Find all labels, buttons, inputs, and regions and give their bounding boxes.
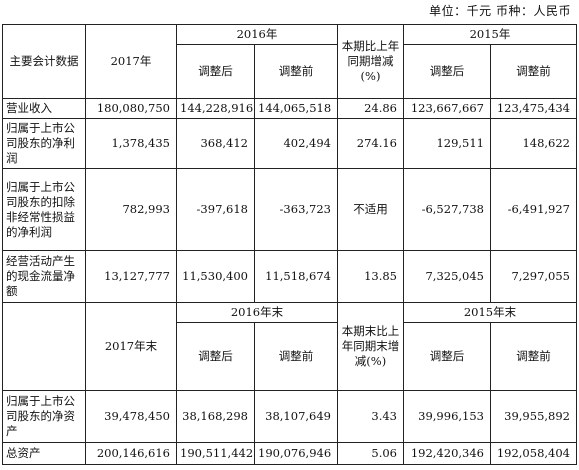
header-2015-adjusted-after: 调整后 <box>403 44 491 99</box>
row-label: 总资产 <box>2 442 86 465</box>
header-2015: 2015年 <box>403 24 577 45</box>
cell-2016-before: 144,065,518 <box>254 98 338 119</box>
cell-2015-before: 148,622 <box>490 118 577 169</box>
header-2016-adjusted-after: 调整后 <box>176 44 255 99</box>
cell-2016-after: -397,618 <box>176 168 255 251</box>
header-change-end: 本期末比上年同期末增减(%) <box>337 302 404 391</box>
cell-2016-after: 368,412 <box>176 118 255 169</box>
row-label: 经营活动产生的现金流量净额 <box>2 250 86 303</box>
cell-2015-before: 39,955,892 <box>490 390 577 443</box>
table-row: 经营活动产生的现金流量净额 13,127,777 11,530,400 11,5… <box>2 250 577 303</box>
table-row: 营业收入 180,080,750 144,228,916 144,065,518… <box>2 98 577 119</box>
cell-2015-after: -6,527,738 <box>403 168 491 251</box>
cell-2015-after: 129,511 <box>403 118 491 169</box>
cell-2017: 1,378,435 <box>85 118 177 169</box>
cell-2015-after: 123,667,667 <box>403 98 491 119</box>
cell-2016-before: 11,518,674 <box>254 250 338 303</box>
header-2017-end: 2017年末 <box>85 302 177 391</box>
cell-2016-after: 190,511,442 <box>176 442 255 465</box>
table-row: 归属于上市公司股东的净利润 1,378,435 368,412 402,494 … <box>2 118 577 169</box>
row-label: 归属于上市公司股东的净资产 <box>2 390 86 443</box>
cell-2015-after: 39,996,153 <box>403 390 491 443</box>
cell-2015-before: 192,058,404 <box>490 442 577 465</box>
row-label: 营业收入 <box>2 98 86 119</box>
cell-2017: 180,080,750 <box>85 98 177 119</box>
header-2016-end-adjusted-after: 调整后 <box>176 322 255 391</box>
cell-2015-before: -6,491,927 <box>490 168 577 251</box>
header-2015-adjusted-before: 调整前 <box>490 44 577 99</box>
cell-2016-before: 190,076,946 <box>254 442 338 465</box>
cell-2016-before: 402,494 <box>254 118 338 169</box>
header-item: 主要会计数据 <box>2 24 86 99</box>
row-label: 归属于上市公司股东的净利润 <box>2 118 86 169</box>
header-2015-end-adjusted-after: 调整后 <box>403 322 491 391</box>
cell-2015-after: 7,325,045 <box>403 250 491 303</box>
cell-2016-after: 38,168,298 <box>176 390 255 443</box>
cell-2016-after: 144,228,916 <box>176 98 255 119</box>
header-2017: 2017年 <box>85 24 177 99</box>
cell-2016-before: -363,723 <box>254 168 338 251</box>
cell-2015-after: 192,420,346 <box>403 442 491 465</box>
header-2016-end: 2016年末 <box>176 302 338 323</box>
cell-2015-before: 123,475,434 <box>490 98 577 119</box>
header-2016-adjusted-before: 调整前 <box>254 44 338 99</box>
cell-2017: 39,478,450 <box>85 390 177 443</box>
table-row: 归属于上市公司股东的净资产 39,478,450 38,168,298 38,1… <box>2 390 577 443</box>
header-change: 本期比上年同期增减(%) <box>337 24 404 99</box>
cell-change: 5.06 <box>337 442 404 465</box>
unit-currency-note: 单位：千元 币种：人民币 <box>429 4 571 18</box>
key-accounting-data-table: 主要会计数据 2017年 2016年 本期比上年同期增减(%) 2015年 调整… <box>2 24 577 465</box>
cell-change: 24.86 <box>337 98 404 119</box>
cell-2017: 782,993 <box>85 168 177 251</box>
table-row: 归属于上市公司股东的扣除非经常性损益的净利润 782,993 -397,618 … <box>2 168 577 251</box>
cell-2017: 13,127,777 <box>85 250 177 303</box>
header-2015-end-adjusted-before: 调整前 <box>490 322 577 391</box>
table-row: 总资产 200,146,616 190,511,442 190,076,946 … <box>2 442 577 465</box>
cell-2015-before: 7,297,055 <box>490 250 577 303</box>
cell-2016-before: 38,107,649 <box>254 390 338 443</box>
cell-change: 不适用 <box>337 168 404 251</box>
header-2015-end: 2015年末 <box>403 302 577 323</box>
header-2016: 2016年 <box>176 24 338 45</box>
cell-2017: 200,146,616 <box>85 442 177 465</box>
header-2016-end-adjusted-before: 调整前 <box>254 322 338 391</box>
cell-2016-after: 11,530,400 <box>176 250 255 303</box>
cell-change: 274.16 <box>337 118 404 169</box>
row-label: 归属于上市公司股东的扣除非经常性损益的净利润 <box>2 168 86 251</box>
cell-change: 3.43 <box>337 390 404 443</box>
cell-change: 13.85 <box>337 250 404 303</box>
header-item-blank <box>2 302 86 391</box>
